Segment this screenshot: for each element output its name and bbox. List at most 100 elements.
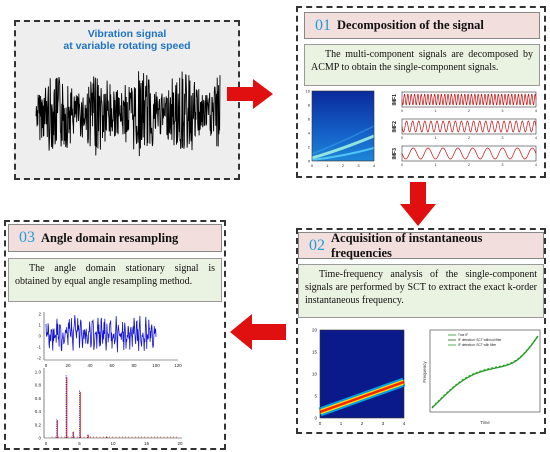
spectrogram-ytick: 10 <box>306 89 311 94</box>
tf-chart: 20 15 10 5 0 0 1 2 3 4 <box>312 328 406 427</box>
order-xtick: 10 <box>110 441 116 446</box>
tf-ytick: 5 <box>314 394 317 399</box>
if-ylabel: Frequency <box>422 361 427 383</box>
step3-figures: 0 20 40 60 80 100 120 210-1-2 0 5 10 15 20 1.00.80… <box>35 312 183 447</box>
spectrogram-ytick: 4 <box>308 131 311 136</box>
arrow-to-step2 <box>400 182 436 226</box>
step3-title: Angle domain resampling <box>41 230 179 245</box>
order-ytick: 0.4 <box>35 409 42 414</box>
spectrogram-xtick: 3 <box>357 163 360 168</box>
order-xtick: 15 <box>144 441 150 446</box>
imf-xtick: 4 <box>535 163 537 167</box>
imf-xtick: 3 <box>502 109 504 113</box>
signal-title-line1: Vibration signal <box>87 28 167 40</box>
tf-ytick: 20 <box>312 328 318 333</box>
spectrogram-ytick: 6 <box>308 117 311 122</box>
spectrogram-ytick: 2 <box>308 145 311 150</box>
step1-description: The multi-component signals are decompos… <box>304 44 540 86</box>
angle-signal-chart: 0 20 40 60 80 100 120 2 1 0 -1 -2 <box>37 312 182 369</box>
order-ytick: 1.0 <box>35 370 42 375</box>
step1-number: 01 <box>315 16 331 34</box>
tf-ytick: 0 <box>314 416 317 421</box>
step3-title-box: 03 Angle domain resampling <box>8 224 222 252</box>
angle-signal-line <box>45 315 157 353</box>
arrow-to-step1 <box>227 79 273 109</box>
imf-xtick: 0 <box>401 109 403 113</box>
angle-xtick: 60 <box>109 363 115 368</box>
tf-xtick: 4 <box>403 421 406 426</box>
angle-ytick: -2 <box>37 356 41 361</box>
step2-number: 02 <box>309 236 325 254</box>
angle-xtick: 80 <box>131 363 137 368</box>
order-spectrum-chart: 0 5 10 15 20 1.0 0.8 0.6 0.4 0.2 0 <box>35 368 183 446</box>
angle-xtick: 0 <box>45 363 48 368</box>
tf-xtick: 3 <box>382 421 385 426</box>
imf-label: IMF2 <box>392 121 398 133</box>
imf-xtick: 0 <box>401 163 403 167</box>
imf-waveform <box>401 147 537 160</box>
angle-ytick: 2 <box>38 312 41 317</box>
order-ytick: 0.2 <box>35 422 42 427</box>
tf-ytick: 15 <box>312 350 318 355</box>
step1-title: Decomposition of the signal <box>337 18 484 32</box>
step3-panel: 03 Angle domain resampling The angle dom… <box>4 220 226 450</box>
tf-xtick: 2 <box>361 421 364 426</box>
imf-xtick: 1 <box>435 109 437 113</box>
imf-label: IMF3 <box>392 148 398 160</box>
step3-description: The angle domain stationary signal is ob… <box>8 258 222 302</box>
tf-xtick: 1 <box>340 421 343 426</box>
if-legend-entry: True IF <box>458 333 468 337</box>
order-ytick: 0.8 <box>35 383 42 388</box>
imf-xtick: 1 <box>435 136 437 140</box>
imf-label: IMF1 <box>392 94 398 106</box>
vibration-signal-title: Vibration signal at variable rotating sp… <box>16 28 238 52</box>
imf-xtick: 4 <box>535 136 537 140</box>
spectrogram-ytick: 8 <box>308 103 311 108</box>
step1-panel: 01 Decomposition of the signal The multi… <box>296 6 546 178</box>
step2-panel: 02 Acquisition of instantaneous frequenc… <box>296 228 546 434</box>
angle-ytick: 1 <box>38 323 41 328</box>
imf-xtick: 2 <box>468 109 470 113</box>
step1-title-box: 01 Decomposition of the signal <box>304 12 540 39</box>
if-legend-entry: IF detection: SCT with filter <box>458 343 497 347</box>
angle-xtick: 120 <box>174 363 182 368</box>
imf-xtick: 2 <box>468 136 470 140</box>
step2-title: Acquisition of instantaneous frequencies <box>331 230 483 260</box>
angle-ytick: -1 <box>37 345 41 350</box>
spectrogram-xtick: 2 <box>342 163 345 168</box>
angle-xtick: 100 <box>152 363 160 368</box>
step3-number: 03 <box>19 229 35 246</box>
spectrogram-xtick: 1 <box>326 163 329 168</box>
imf-waveform <box>401 93 537 106</box>
imf-xtick: 1 <box>435 163 437 167</box>
imf-xtick: 3 <box>502 163 504 167</box>
step2-title-box: 02 Acquisition of instantaneous frequenc… <box>298 230 544 260</box>
vibration-waveform <box>35 71 221 157</box>
order-xtick: 0 <box>45 441 48 446</box>
angle-ytick: 0 <box>38 334 41 339</box>
order-xtick: 20 <box>177 441 183 446</box>
spectrogram-chart: 10 8 6 4 2 0 0 1 2 3 4 <box>306 89 376 169</box>
signal-title-line2: at variable rotating speed <box>63 40 191 52</box>
if-xlabel: Time <box>480 420 490 425</box>
spectrogram-ytick: 0 <box>308 159 311 164</box>
imf-xtick: 2 <box>468 163 470 167</box>
arrow-to-step3 <box>230 314 286 350</box>
angle-xtick: 20 <box>65 363 71 368</box>
order-ytick: 0.6 <box>35 396 42 401</box>
spectrogram-xtick: 4 <box>373 163 376 168</box>
angle-xtick: 40 <box>87 363 93 368</box>
vibration-signal-panel: Vibration signal at variable rotating sp… <box>14 20 240 180</box>
imf-xtick: 3 <box>502 136 504 140</box>
spectrogram-xtick: 0 <box>311 163 314 168</box>
imf-xtick: 0 <box>401 136 403 140</box>
tf-xtick: 0 <box>319 421 322 426</box>
order-xtick: 5 <box>78 441 81 446</box>
tf-ytick: 10 <box>312 372 318 377</box>
if-legend-entry: IF detection: SCT with/out filter <box>458 338 502 342</box>
imf-xtick: 4 <box>535 109 537 113</box>
